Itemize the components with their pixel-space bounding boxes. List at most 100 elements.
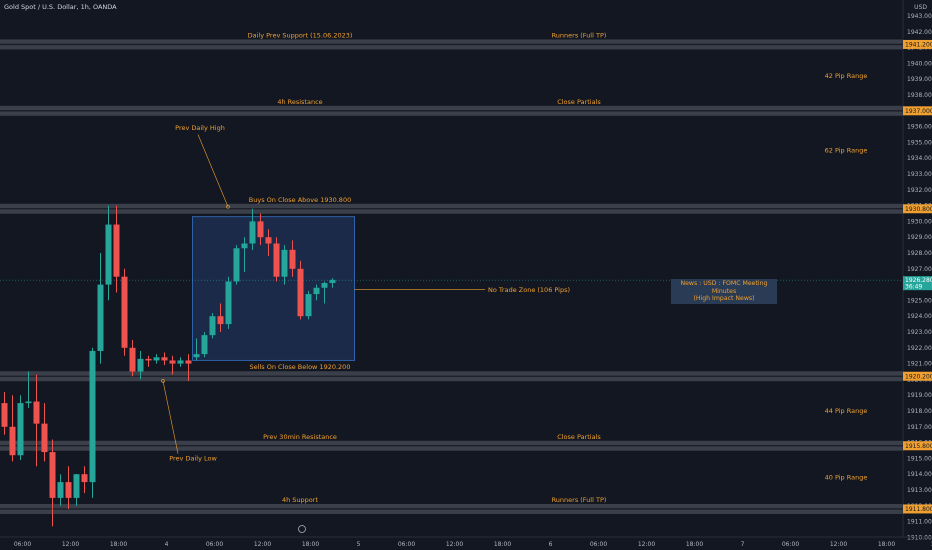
candle-body <box>33 401 40 424</box>
level-price-tag <box>903 106 932 116</box>
candle-body <box>273 243 280 277</box>
range-label: 44 Pip Range <box>825 407 868 415</box>
candle-body <box>97 284 104 351</box>
candle-body <box>313 287 320 295</box>
candle-body <box>177 360 184 364</box>
time-tick-label: 12:00 <box>830 541 847 548</box>
time-axis[interactable]: 06:00 12:00 18:00 4 06:00 12:00 18:00 5 06:00 12:… <box>0 536 932 548</box>
price-tick-label: 1929.000 <box>907 234 932 241</box>
prev-daily-low-line <box>162 380 179 454</box>
prev-daily-high-marker <box>226 204 230 209</box>
price-unit-label: USD <box>914 4 927 11</box>
level-price-tag-text: 1941.200 <box>905 42 932 49</box>
price-tick-label: 1927.000 <box>907 266 932 273</box>
level-left-label: Buys On Close Above 1930.800 <box>249 196 351 204</box>
time-tick-label: 06:00 <box>398 541 415 548</box>
time-tick-label: 06:00 <box>590 541 607 548</box>
candle-body <box>201 335 208 355</box>
price-tick-label: 1942.000 <box>907 29 932 36</box>
price-tick-label: 1933.000 <box>907 171 932 178</box>
level-price-tag <box>903 441 932 451</box>
prev-daily-high-label: Prev Daily High <box>175 124 225 132</box>
candle-body <box>113 224 120 277</box>
time-tick-label: 18:00 <box>686 541 703 548</box>
candle-body <box>137 358 144 372</box>
candle-body <box>329 279 336 284</box>
price-tick-label: 1924.000 <box>907 313 932 320</box>
candle-body <box>241 243 248 249</box>
price-tick-label: 1932.000 <box>907 187 932 194</box>
prev-daily-high-line <box>197 134 229 207</box>
level-price-tag <box>903 504 932 514</box>
candle-body <box>233 248 240 282</box>
news-line-2: (High Impact News) <box>693 295 755 302</box>
price-axis[interactable]: 1943.0001942.0001941.0001940.0001939.000… <box>902 0 932 541</box>
prev-daily-low-label: Prev Daily Low <box>169 454 217 462</box>
level-left-label: 4h Resistance <box>277 98 322 106</box>
price-tick-label: 1914.000 <box>907 471 932 478</box>
candle-body <box>209 316 216 336</box>
chart-title: Gold Spot / U.S. Dollar, 1h, OANDA <box>4 3 117 11</box>
price-tick-label: 1911.000 <box>907 519 932 526</box>
level-left-label: 4h Support <box>282 496 318 504</box>
candle-body <box>65 482 72 498</box>
candle-body <box>105 224 112 285</box>
level-right-label: Close Partials <box>557 98 601 106</box>
time-tick-label: 18:00 <box>878 541 895 548</box>
price-tick-label: 1943.000 <box>907 13 932 20</box>
price-tick-label: 1939.000 <box>907 76 932 83</box>
annotations-group: 42 Pip Range 62 Pip Range 44 Pip Range 40 P… <box>161 72 868 533</box>
level-right-label: Close Partials <box>557 433 601 441</box>
price-tick-label: 1923.000 <box>907 329 932 336</box>
level-left-label: Sells On Close Below 1920.200 <box>250 363 351 371</box>
time-tick-label: 12:00 <box>446 541 463 548</box>
level-price-tag <box>903 371 932 381</box>
no-trade-zone-group: No Trade Zone (106 Pips) <box>192 216 570 361</box>
range-label: 62 Pip Range <box>825 146 868 154</box>
candle-body <box>193 354 200 358</box>
candle-body <box>169 360 176 364</box>
candle-body <box>185 360 192 364</box>
countdown-text: 36:49 <box>905 284 922 291</box>
replay-icon <box>298 525 306 533</box>
level-bands: Daily Prev Support (15.06.2023) Runners (… <box>0 31 903 514</box>
candle-body <box>73 474 80 498</box>
current-price-tag <box>903 276 932 291</box>
candle-body <box>161 357 168 361</box>
time-tick-label: 18:00 <box>494 541 511 548</box>
level-price-tag-text: 1937.000 <box>905 108 932 115</box>
candle-body <box>41 423 48 453</box>
candle-body <box>89 350 96 483</box>
candle-body <box>281 249 288 277</box>
price-tick-label: 1928.000 <box>907 250 932 257</box>
price-tick-label: 1922.000 <box>907 345 932 352</box>
level-price-tag-text: 1911.800 <box>905 506 932 513</box>
time-tick-label: 10 <box>931 541 932 548</box>
time-tick-label: 12:00 <box>254 541 271 548</box>
time-tick-label: 06:00 <box>14 541 31 548</box>
price-tick-label: 1913.000 <box>907 487 932 494</box>
candles-group <box>0 205 903 527</box>
candle-body <box>121 276 128 348</box>
time-tick-label: 7 <box>741 541 745 548</box>
level-left-label: Daily Prev Support (15.06.2023) <box>248 31 353 39</box>
level-price-tag <box>903 204 932 214</box>
candle-body <box>249 221 256 244</box>
candle-body <box>153 357 160 361</box>
time-tick-label: 06:00 <box>782 541 799 548</box>
time-tick-label: 4 <box>165 541 169 548</box>
level-price-tag <box>903 39 932 49</box>
current-price-text: 1926.280 <box>905 277 932 284</box>
candle-body <box>257 221 264 238</box>
time-tick-label: 6 <box>549 541 553 548</box>
candle-body <box>217 316 224 325</box>
price-tick-label: 1940.000 <box>907 60 932 67</box>
price-tick-label: 1936.000 <box>907 124 932 131</box>
level-price-tag-text: 1930.800 <box>905 206 932 213</box>
candle-body <box>225 281 232 325</box>
candle-body <box>1 403 8 427</box>
candle-body <box>57 482 64 498</box>
candle-body <box>49 452 56 498</box>
no-trade-zone-label: No Trade Zone (106 Pips) <box>488 286 570 294</box>
